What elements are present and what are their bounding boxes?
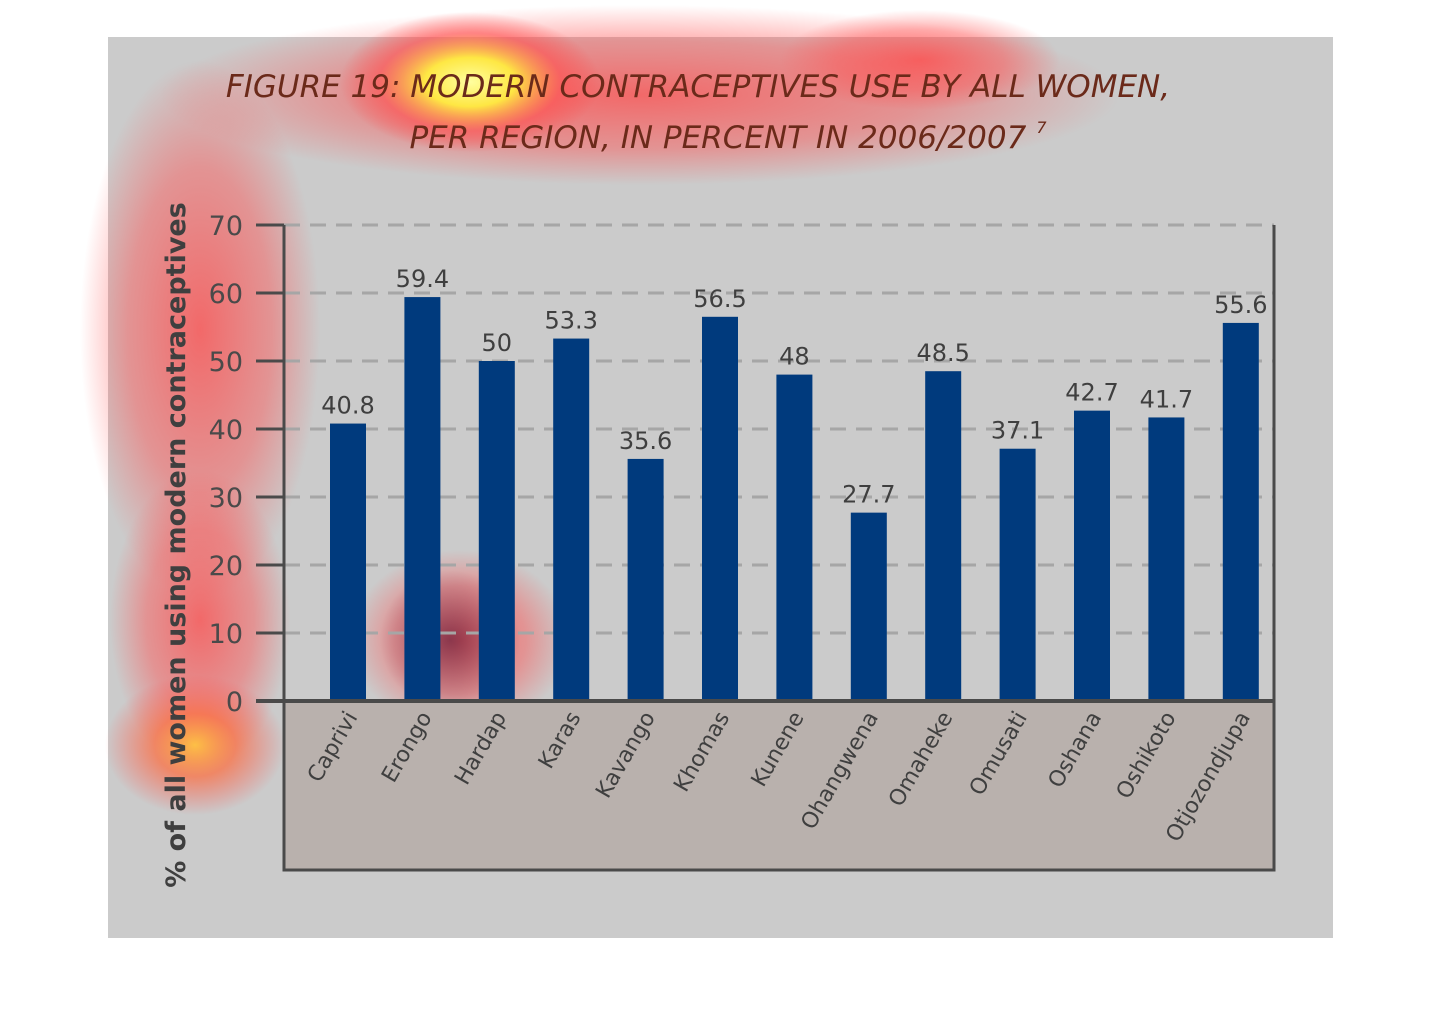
bar [925, 371, 962, 701]
axes [256, 225, 1276, 703]
y-tick-label: 0 [226, 687, 243, 718]
y-tick-label: 70 [209, 211, 243, 242]
data-label: 53.3 [544, 307, 597, 335]
bar [330, 423, 366, 701]
bar [627, 458, 664, 701]
bars [330, 297, 1259, 701]
bar [999, 448, 1036, 701]
bar [1222, 322, 1259, 701]
chart-title-footnote: 7 [1036, 118, 1047, 137]
bar [850, 512, 887, 701]
data-label: 55.6 [1214, 291, 1267, 319]
data-label: 56.5 [693, 285, 746, 313]
data-label: 50 [482, 329, 513, 357]
y-tick-label: 60 [209, 279, 243, 310]
bar [702, 316, 738, 701]
data-label: 40.8 [321, 392, 374, 420]
bar [478, 361, 515, 701]
data-label: 37.1 [991, 417, 1044, 445]
data-label: 59.4 [396, 265, 449, 293]
y-tick-labels: 0 10 20 30 40 50 60 70 [209, 211, 243, 718]
bar [776, 374, 813, 701]
data-label: 27.7 [842, 481, 895, 509]
data-label: 35.6 [619, 427, 672, 455]
data-label: 42.7 [1065, 379, 1118, 407]
y-tick-label: 10 [209, 619, 243, 650]
bar [1074, 410, 1110, 701]
bar [1148, 417, 1185, 701]
y-tick-label: 50 [209, 347, 243, 378]
data-label: 48 [779, 343, 810, 371]
y-axis-title: % of all women using modern contraceptiv… [161, 202, 192, 888]
y-tick-label: 30 [209, 483, 243, 514]
chart-title-line-2: PER REGION, IN PERCENT IN 2006/2007 7 [409, 118, 1047, 156]
chart-title-line-1: FIGURE 19: MODERN CONTRACEPTIVES USE BY … [226, 69, 1170, 105]
bar [404, 297, 441, 701]
y-tick-label: 40 [209, 415, 243, 446]
y-tick-label: 20 [209, 551, 243, 582]
chart-title-line-2-text: PER REGION, IN PERCENT IN 2006/2007 [409, 120, 1026, 156]
bar [553, 338, 590, 701]
data-labels: 40.8 59.4 50 53.3 35.6 56.5 48 27.7 48.5 37.1 42.7… [321, 265, 1267, 509]
data-label: 48.5 [916, 339, 969, 367]
x-axis-band [282, 699, 1276, 872]
data-label: 41.7 [1140, 385, 1193, 413]
